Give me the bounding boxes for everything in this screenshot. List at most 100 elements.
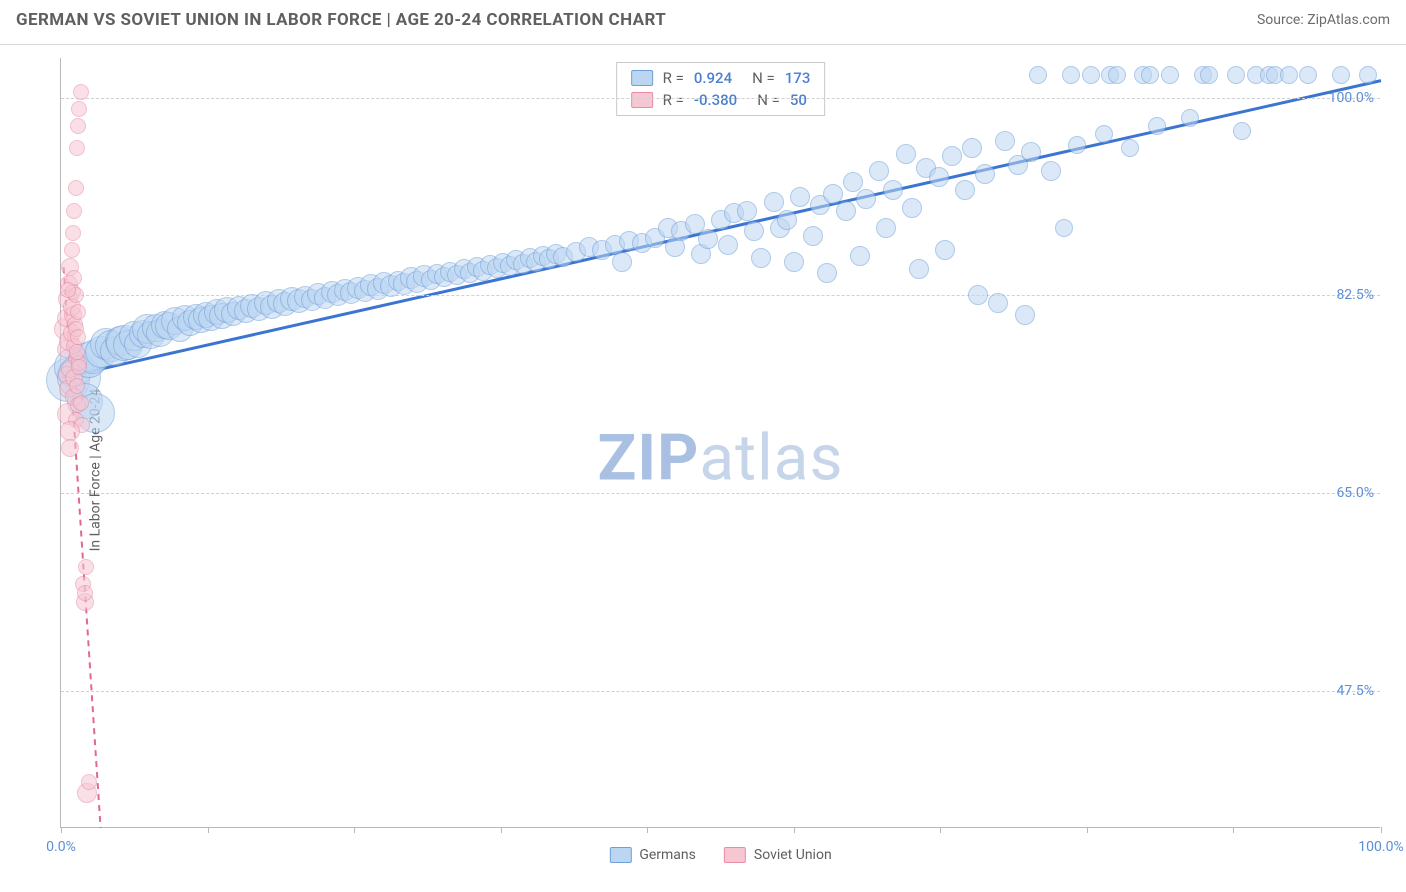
r-label: R =	[663, 69, 684, 87]
legend-item-soviet: Soviet Union	[724, 847, 832, 863]
data-point	[69, 140, 85, 156]
data-point	[1359, 66, 1377, 84]
correlation-row-soviet: R = -0.380 N = 50	[631, 91, 811, 109]
data-point	[929, 167, 949, 187]
data-point	[744, 221, 764, 241]
r-value: 0.924	[694, 69, 732, 87]
data-point	[70, 304, 86, 320]
data-point	[995, 131, 1015, 151]
data-point	[790, 187, 810, 207]
data-point	[1029, 66, 1047, 84]
chart-container: In Labor Force | Age 20-24 ZIPatlas R = …	[0, 48, 1406, 892]
x-tick-label: 100.0%	[1358, 839, 1403, 855]
x-tick	[1087, 827, 1088, 833]
data-point	[843, 172, 863, 192]
data-point	[988, 293, 1008, 313]
data-point	[942, 146, 962, 166]
x-tick	[208, 827, 209, 833]
data-point	[718, 235, 738, 255]
swatch-soviet-icon	[724, 847, 746, 863]
data-point	[856, 189, 876, 209]
r-value: -0.380	[694, 91, 737, 109]
data-point	[817, 263, 837, 283]
legend-label: Germans	[639, 847, 696, 863]
trend-lines	[61, 58, 1380, 827]
n-label: N =	[757, 91, 780, 109]
n-value: 50	[790, 91, 807, 109]
data-point	[1121, 139, 1139, 157]
correlation-row-germans: R = 0.924 N = 173	[631, 69, 811, 87]
data-point	[1200, 66, 1218, 84]
data-point	[1161, 66, 1179, 84]
legend-label: Soviet Union	[754, 847, 832, 863]
data-point	[1041, 161, 1061, 181]
data-point	[975, 164, 995, 184]
r-label: R =	[663, 91, 684, 109]
swatch-soviet-icon	[631, 92, 653, 108]
n-label: N =	[752, 69, 775, 87]
chart-source: Source: ZipAtlas.com	[1257, 12, 1390, 28]
y-tick-label: 65.0%	[1336, 485, 1374, 501]
x-tick	[794, 827, 795, 833]
data-point	[784, 252, 804, 272]
watermark: ZIPatlas	[598, 420, 844, 495]
data-point	[902, 198, 922, 218]
data-point	[69, 378, 85, 394]
data-point	[1108, 66, 1126, 84]
x-tick	[940, 827, 941, 833]
data-point	[68, 180, 84, 196]
data-point	[61, 439, 79, 457]
data-point	[65, 225, 81, 241]
data-point	[1062, 66, 1080, 84]
gridline	[61, 691, 1380, 692]
data-point	[823, 184, 843, 204]
legend: Germans Soviet Union	[609, 847, 831, 863]
watermark-light: atlas	[699, 420, 843, 495]
data-point	[1148, 117, 1166, 135]
data-point	[612, 252, 632, 272]
data-point	[751, 248, 771, 268]
x-tick	[647, 827, 648, 833]
x-tick	[1233, 827, 1234, 833]
data-point	[1181, 109, 1199, 127]
x-tick	[1381, 827, 1382, 833]
data-point	[764, 192, 784, 212]
data-point	[64, 242, 80, 258]
data-point	[73, 84, 89, 100]
data-point	[803, 226, 823, 246]
x-tick	[354, 827, 355, 833]
data-point	[777, 210, 797, 230]
data-point	[850, 246, 870, 266]
data-point	[78, 559, 94, 575]
data-point	[66, 203, 82, 219]
data-point	[1280, 66, 1298, 84]
x-tick-label: 0.0%	[46, 839, 76, 855]
data-point	[1233, 122, 1251, 140]
legend-item-germans: Germans	[609, 847, 696, 863]
data-point	[1095, 125, 1113, 143]
data-point	[896, 144, 916, 164]
data-point	[70, 118, 86, 134]
chart-header: GERMAN VS SOVIET UNION IN LABOR FORCE | …	[0, 0, 1406, 45]
data-point	[60, 282, 76, 298]
data-point	[1082, 66, 1100, 84]
data-point	[836, 201, 856, 221]
data-point	[1141, 66, 1159, 84]
gridline	[61, 98, 1380, 99]
data-point	[1299, 66, 1317, 84]
data-point	[876, 218, 896, 238]
swatch-germans-icon	[631, 70, 653, 86]
chart-title: GERMAN VS SOVIET UNION IN LABOR FORCE | …	[16, 10, 666, 30]
data-point	[935, 240, 955, 260]
data-point	[1015, 305, 1035, 325]
data-point	[77, 585, 93, 601]
gridline	[61, 493, 1380, 494]
data-point	[1021, 142, 1041, 162]
n-value: 173	[785, 69, 811, 87]
data-point	[698, 229, 718, 249]
data-point	[81, 774, 97, 790]
data-point	[883, 180, 903, 200]
data-point	[1055, 219, 1073, 237]
swatch-germans-icon	[609, 847, 631, 863]
data-point	[69, 344, 85, 360]
